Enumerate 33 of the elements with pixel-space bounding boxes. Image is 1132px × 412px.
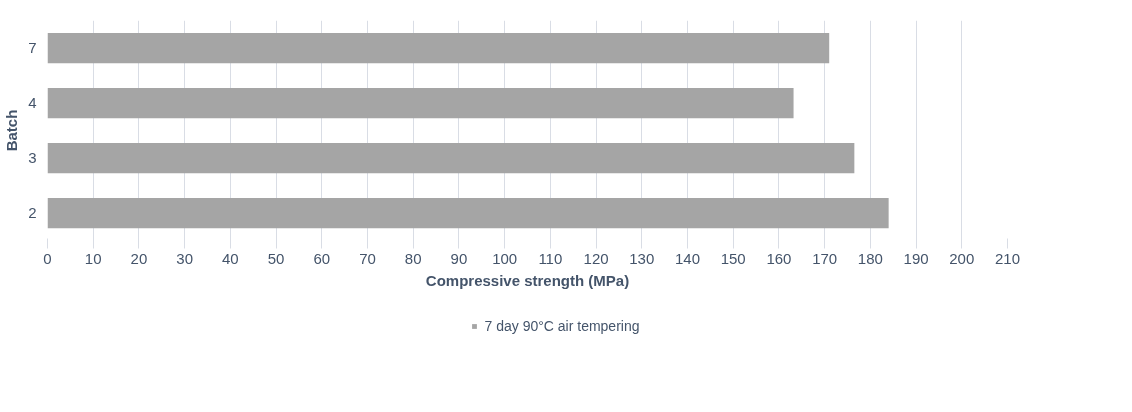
x-tick-label: 60 <box>313 249 331 267</box>
x-tick-label: 190 <box>903 249 929 267</box>
y-tick-label: 2 <box>28 204 37 221</box>
x-tick-label: 160 <box>766 249 792 267</box>
x-axis-title: Compressive strength (MPa) <box>425 271 630 289</box>
x-tick-label: 180 <box>857 249 883 267</box>
x-tick-label: 50 <box>267 249 285 267</box>
x-tick-label: 90 <box>450 249 468 267</box>
x-tick-label: 170 <box>812 249 838 267</box>
bar <box>47 32 830 64</box>
x-tick-label: 210 <box>994 249 1021 267</box>
x-tick-label: 140 <box>674 249 701 267</box>
x-tick-label: 80 <box>404 249 422 267</box>
x-tick-label: 200 <box>949 249 975 267</box>
y-tick-label: 7 <box>28 39 37 56</box>
bar <box>47 142 855 174</box>
x-tick-label: 150 <box>720 249 746 267</box>
bar <box>47 197 889 229</box>
y-axis-title: Batch <box>3 109 21 152</box>
x-tick-label: 10 <box>84 249 102 267</box>
x-tick-label: 120 <box>583 249 609 267</box>
y-tick-label: 4 <box>28 94 37 111</box>
bar <box>47 87 794 119</box>
x-tick-label: 100 <box>492 249 518 267</box>
y-tick-label: 3 <box>28 149 37 166</box>
x-tick-label: 110 <box>538 249 563 267</box>
x-tick-label: 30 <box>176 249 193 267</box>
x-tick-label: 20 <box>130 249 148 267</box>
legend-label: 7 day 90°C air tempering <box>484 318 640 334</box>
x-tick-label: 130 <box>629 249 655 267</box>
x-tick-label: 40 <box>222 249 239 267</box>
x-tick-label: 70 <box>359 249 376 267</box>
x-tick-label: 0 <box>43 249 52 267</box>
